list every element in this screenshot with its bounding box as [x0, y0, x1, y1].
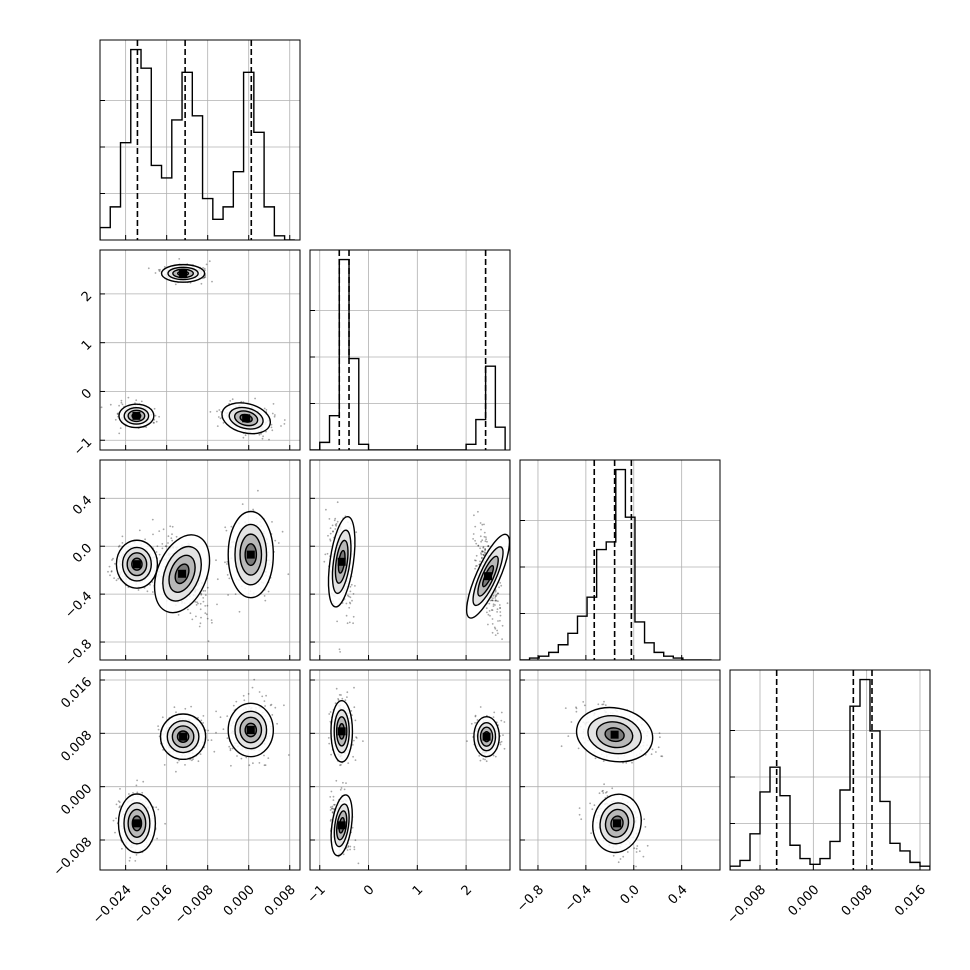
density-peak-1 — [178, 569, 187, 578]
x-tick-label: 0.000 — [221, 882, 258, 919]
y-tick-label: 1 — [79, 337, 95, 353]
density-peak-2 — [246, 550, 255, 559]
density-peak-0 — [132, 411, 141, 420]
y-tick-label: 0.016 — [58, 675, 95, 712]
density-peak-0 — [132, 819, 141, 828]
density-peak-0 — [610, 730, 619, 739]
panel-background — [100, 40, 300, 240]
x-tick-label: 0.0 — [618, 882, 643, 907]
panel-frame — [519, 669, 721, 871]
x-tick-label: 1 — [410, 882, 426, 898]
density-peak-0 — [132, 560, 141, 569]
scatter-panel-3-2: −0.8 −0.4 0.0 0.4 — [514, 669, 721, 915]
x-tick-label: −0.016 — [131, 882, 176, 927]
x-tick-label: −0.008 — [172, 882, 217, 927]
histogram-steps — [520, 468, 712, 660]
density-peak-1 — [484, 572, 493, 581]
scatter-panel-2-1 — [309, 459, 511, 661]
density-peak-1 — [337, 821, 346, 830]
y-tick-label: −0.008 — [51, 835, 96, 880]
density-peak-2 — [482, 732, 491, 741]
density-peak-0 — [337, 727, 346, 736]
panel-frame — [309, 249, 511, 451]
x-tick-label: 0.000 — [785, 882, 822, 919]
panel-frame — [309, 459, 511, 661]
panel-frame — [729, 669, 931, 871]
y-tick-label: −0.8 — [62, 637, 95, 670]
histogram-panel-3: −0.008 0.000 0.008 0.016 — [724, 669, 931, 927]
panel-frame — [99, 669, 301, 871]
x-tick-label: −0.4 — [562, 882, 595, 915]
panel-frame — [99, 39, 301, 241]
x-tick-label: −0.8 — [514, 882, 547, 915]
density-peak-0 — [337, 557, 346, 566]
x-tick-label: 2 — [459, 882, 475, 898]
x-tick-label: 0.008 — [262, 882, 299, 919]
density-peak-1 — [613, 819, 622, 828]
scatter-panel-3-1: −1 0 1 2 — [305, 669, 511, 907]
histogram-panel-0 — [99, 39, 301, 241]
panel-frame — [99, 459, 301, 661]
x-tick-label: −0.024 — [90, 882, 135, 927]
y-tick-label: 0.008 — [58, 728, 95, 765]
y-tick-label: 0.4 — [70, 493, 95, 518]
x-tick-label: 0.4 — [665, 882, 690, 907]
panel-frame — [309, 669, 511, 871]
y-tick-label: 0.000 — [58, 781, 95, 818]
panel-frame — [99, 249, 301, 451]
histogram-panel-2 — [519, 459, 721, 661]
x-tick-label: −1 — [305, 882, 329, 906]
panel-background — [520, 460, 720, 660]
panel-background — [310, 250, 510, 450]
x-tick-label: 0.008 — [839, 882, 876, 919]
x-tick-label: 0.016 — [892, 882, 929, 919]
histogram-steps — [100, 48, 295, 240]
y-tick-label: −1 — [71, 435, 95, 459]
scatter-panel-2-0: −0.8 −0.4 0.0 0.4 — [62, 459, 301, 670]
y-tick-label: −0.4 — [62, 589, 95, 622]
panel-frame — [519, 459, 721, 661]
y-tick-label: 0 — [79, 386, 95, 402]
density-peak-2 — [246, 726, 255, 734]
scatter-panel-1-0: −1 0 1 2 — [71, 249, 301, 459]
density-peak-1 — [179, 269, 188, 278]
histogram-panel-1 — [309, 249, 511, 451]
y-tick-label: 0.0 — [70, 541, 95, 566]
y-tick-label: 2 — [79, 289, 95, 305]
density-peak-2 — [242, 414, 251, 423]
histogram-steps — [730, 678, 930, 870]
density-peak-1 — [179, 732, 188, 741]
x-tick-label: −0.008 — [724, 882, 769, 927]
panel-background — [730, 670, 930, 870]
x-tick-label: 0 — [361, 882, 377, 898]
